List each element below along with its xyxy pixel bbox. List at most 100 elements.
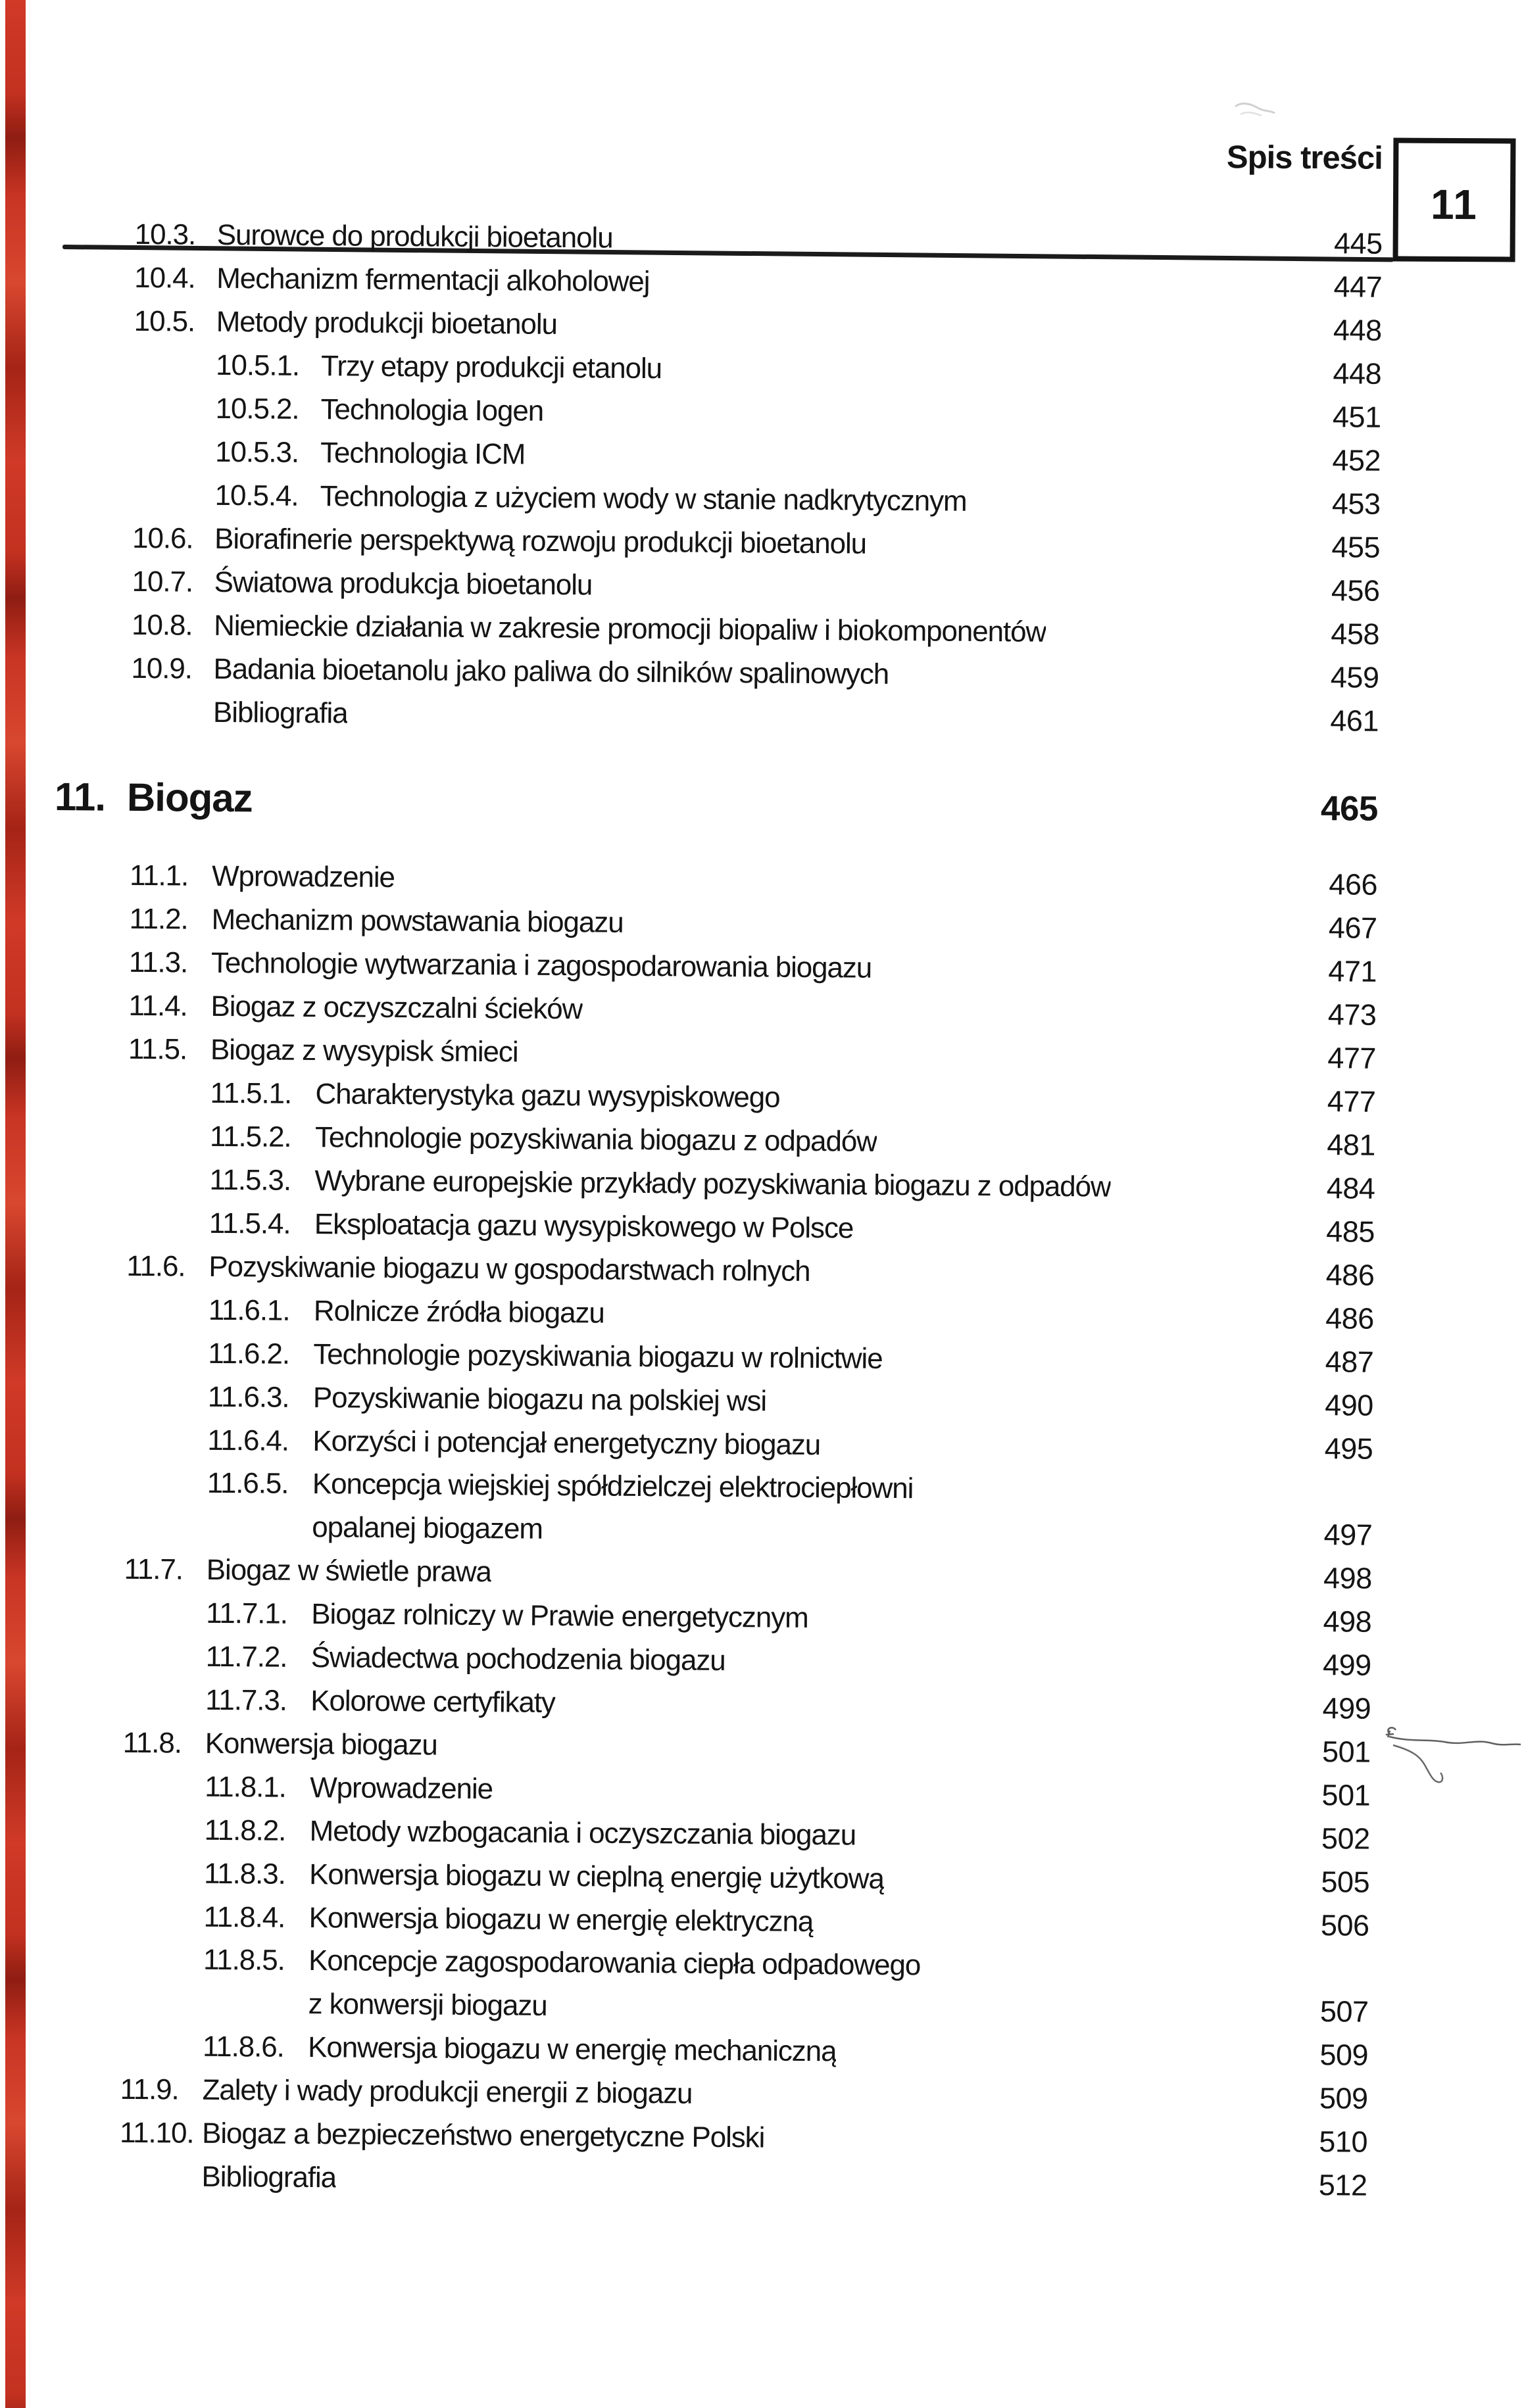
entry-page-number: 485 <box>1326 1215 1375 1249</box>
toc-chapter-row: 11. Biogaz 465 <box>55 769 1379 837</box>
entry-title: Technologia Iogen <box>320 393 544 427</box>
entry-page-number: 501 <box>1321 1778 1371 1812</box>
entry-title: Świadectwa pochodzenia biogazu <box>310 1641 725 1677</box>
entry-title: Koncepcja wiejskiej spółdzielczej elektr… <box>312 1468 914 1505</box>
entry-title: Technologia z użyciem wody w stanie nadk… <box>320 480 967 518</box>
entry-page-number: 502 <box>1321 1821 1370 1856</box>
entry-number: 10.5.4. <box>214 479 299 512</box>
entry-number: 11.5.4. <box>209 1207 291 1240</box>
entry-title: Biogaz z oczyszczalni ścieków <box>210 990 583 1026</box>
entry-title: Zalety i wady produkcji energii z biogaz… <box>202 2073 693 2110</box>
entry-title: Korzyści i potencjał energetyczny biogaz… <box>312 1425 821 1462</box>
entry-page-number: 456 <box>1331 573 1380 608</box>
entry-title-continuation: opalanej biogazem <box>312 1511 543 1545</box>
entry-page-number: 466 <box>1329 867 1378 902</box>
entry-page-number: 499 <box>1322 1648 1371 1682</box>
entry-page-number: 448 <box>1333 356 1382 391</box>
pencil-mark-side <box>1380 1724 1524 1803</box>
entry-title: Badania bioetanolu jako paliwa do silnik… <box>213 652 889 690</box>
entry-number: 11.10. <box>119 2116 194 2150</box>
entry-page-number: 453 <box>1331 487 1381 521</box>
entry-title: Wybrane europejskie przykłady pozyskiwan… <box>314 1165 1111 1203</box>
entry-title: Trzy etapy produkcji etanolu <box>320 350 662 385</box>
entry-title: Technologie pozyskiwania biogazu w rolni… <box>313 1338 883 1375</box>
entry-page-number <box>1296 1978 1369 1979</box>
entry-page-number: 487 <box>1325 1345 1374 1379</box>
entry-number: 11.6.3. <box>207 1380 289 1414</box>
page-edge-stripe <box>5 0 26 2408</box>
entry-page-number: 512 <box>1318 2168 1367 2202</box>
entry-number: 11.6.5. <box>207 1466 289 1500</box>
entry-number: 10.5.3. <box>214 435 299 469</box>
entry-page-number: 455 <box>1331 530 1381 564</box>
entry-page-number: 477 <box>1327 1041 1377 1075</box>
entry-page-number: 498 <box>1323 1604 1372 1639</box>
entry-number: 10.3. <box>134 218 196 251</box>
entry-title: Kolorowe certyfikaty <box>310 1685 556 1719</box>
entry-number: 11.1. <box>129 859 189 892</box>
table-of-contents: 10.3. Surowce do produkcji bioetanolu 445 1… <box>43 212 1383 2207</box>
entry-page-number: 490 <box>1325 1388 1374 1422</box>
entry-title: Konwersja biogazu w energię mechaniczną <box>307 2031 837 2068</box>
entry-page-number: 473 <box>1327 998 1377 1032</box>
entry-page-number: 507 <box>1319 1994 1369 2029</box>
entry-title: Metody wzbogacania i oczyszczania biogaz… <box>309 1815 856 1852</box>
entry-number: 11.7.1. <box>206 1597 288 1630</box>
entry-title: Metody produkcji bioetanolu <box>216 305 558 341</box>
entry-page-number: 506 <box>1320 1908 1369 1942</box>
entry-number: 11.6.2. <box>208 1337 290 1370</box>
entry-title: Mechanizm fermentacji alkoholowej <box>216 262 650 299</box>
entry-title: Koncepcje zagospodarowania ciepła odpado… <box>308 1944 921 1982</box>
entry-number: 11.8. <box>122 1726 182 1760</box>
entry-title: Bibliografia <box>212 696 348 730</box>
entry-number: 11.2. <box>129 902 188 936</box>
entry-number: 11.8.4. <box>203 1900 285 1934</box>
entry-page-number: 486 <box>1325 1258 1375 1292</box>
entry-title: Technologia ICM <box>320 437 526 471</box>
entry-page-number <box>1300 1501 1373 1502</box>
entry-title: Eksploatacja gazu wysypiskowego w Polsce <box>314 1208 854 1245</box>
entry-page-number: 501 <box>1321 1735 1371 1769</box>
entry-page-number: 467 <box>1328 911 1377 945</box>
entry-title: Wprowadzenie <box>309 1771 493 1806</box>
entry-title-continuation: z konwersji biogazu <box>308 1988 547 2022</box>
entry-number: 11.7. <box>124 1553 184 1586</box>
entry-number: 11.6.1. <box>208 1293 290 1327</box>
entry-title: Biogaz a bezpieczeństwo energetyczne Pol… <box>201 2117 765 2154</box>
entry-title: Mechanizm powstawania biogazu <box>211 903 624 939</box>
entry-number: 11.5. <box>128 1032 187 1066</box>
page-number: 11 <box>1430 180 1478 229</box>
page-number-box: 11 <box>1392 137 1516 262</box>
entry-title: Konwersja biogazu w energię elektryczną <box>308 1902 814 1938</box>
entry-page-number: 477 <box>1327 1084 1376 1119</box>
entry-number: 11.9. <box>120 2073 179 2106</box>
entry-page-number: 498 <box>1323 1561 1372 1595</box>
entry-number: 10.5.1. <box>215 349 300 382</box>
entry-page-number: 505 <box>1321 1865 1370 1899</box>
entry-title: Konwersja biogazu <box>205 1727 437 1762</box>
entry-number: 11.3. <box>128 946 188 979</box>
page-title: Spis treści <box>1226 139 1383 176</box>
entry-number: 10.6. <box>132 521 193 555</box>
entry-page-number: 445 <box>1333 226 1383 260</box>
entry-title: Światowa produkcja bioetanolu <box>214 566 593 602</box>
entry-number: 10.5.2. <box>215 392 299 425</box>
entry-title: Biogaz w świetle prawa <box>206 1553 492 1589</box>
entry-title: Bibliografia <box>201 2160 337 2194</box>
entry-number: 11.7.3. <box>205 1683 287 1717</box>
entry-number: 10.7. <box>132 565 193 598</box>
entry-title: Biorafinerie perspektywą rozwoju produkc… <box>214 522 867 560</box>
entry-number: 10.5. <box>134 304 195 338</box>
entry-title: Pozyskiwanie biogazu na polskiej wsi <box>312 1382 767 1418</box>
entry-title: Niemieckie działania w zakresie promocji… <box>213 609 1046 648</box>
pencil-mark-top <box>1231 97 1277 128</box>
entry-title: Technologie wytwarzania i zagospodarowan… <box>210 946 872 984</box>
entry-page-number: 497 <box>1323 1518 1373 1552</box>
entry-title: Pozyskiwanie biogazu w gospodarstwach ro… <box>209 1250 810 1288</box>
entry-number: 11.5.3. <box>209 1163 291 1197</box>
entry-title: Charakterystyka gazu wysypiskowego <box>315 1078 780 1114</box>
entry-number: 11.8.1. <box>205 1770 286 1804</box>
entry-title: Konwersja biogazu w cieplną energię użyt… <box>308 1858 885 1895</box>
entry-title: Technologie pozyskiwania biogazu z odpad… <box>314 1121 877 1158</box>
entry-page-number: 461 <box>1330 704 1379 738</box>
